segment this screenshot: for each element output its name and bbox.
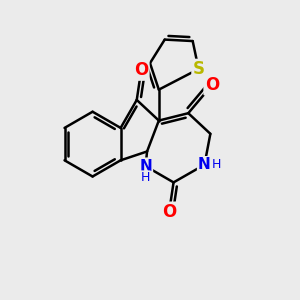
Text: N: N (198, 157, 211, 172)
Text: S: S (193, 60, 205, 78)
Text: O: O (134, 61, 148, 80)
Text: H: H (212, 158, 221, 171)
Text: H: H (141, 171, 150, 184)
Text: O: O (205, 76, 219, 94)
Text: N: N (139, 159, 152, 174)
Text: O: O (162, 203, 176, 221)
